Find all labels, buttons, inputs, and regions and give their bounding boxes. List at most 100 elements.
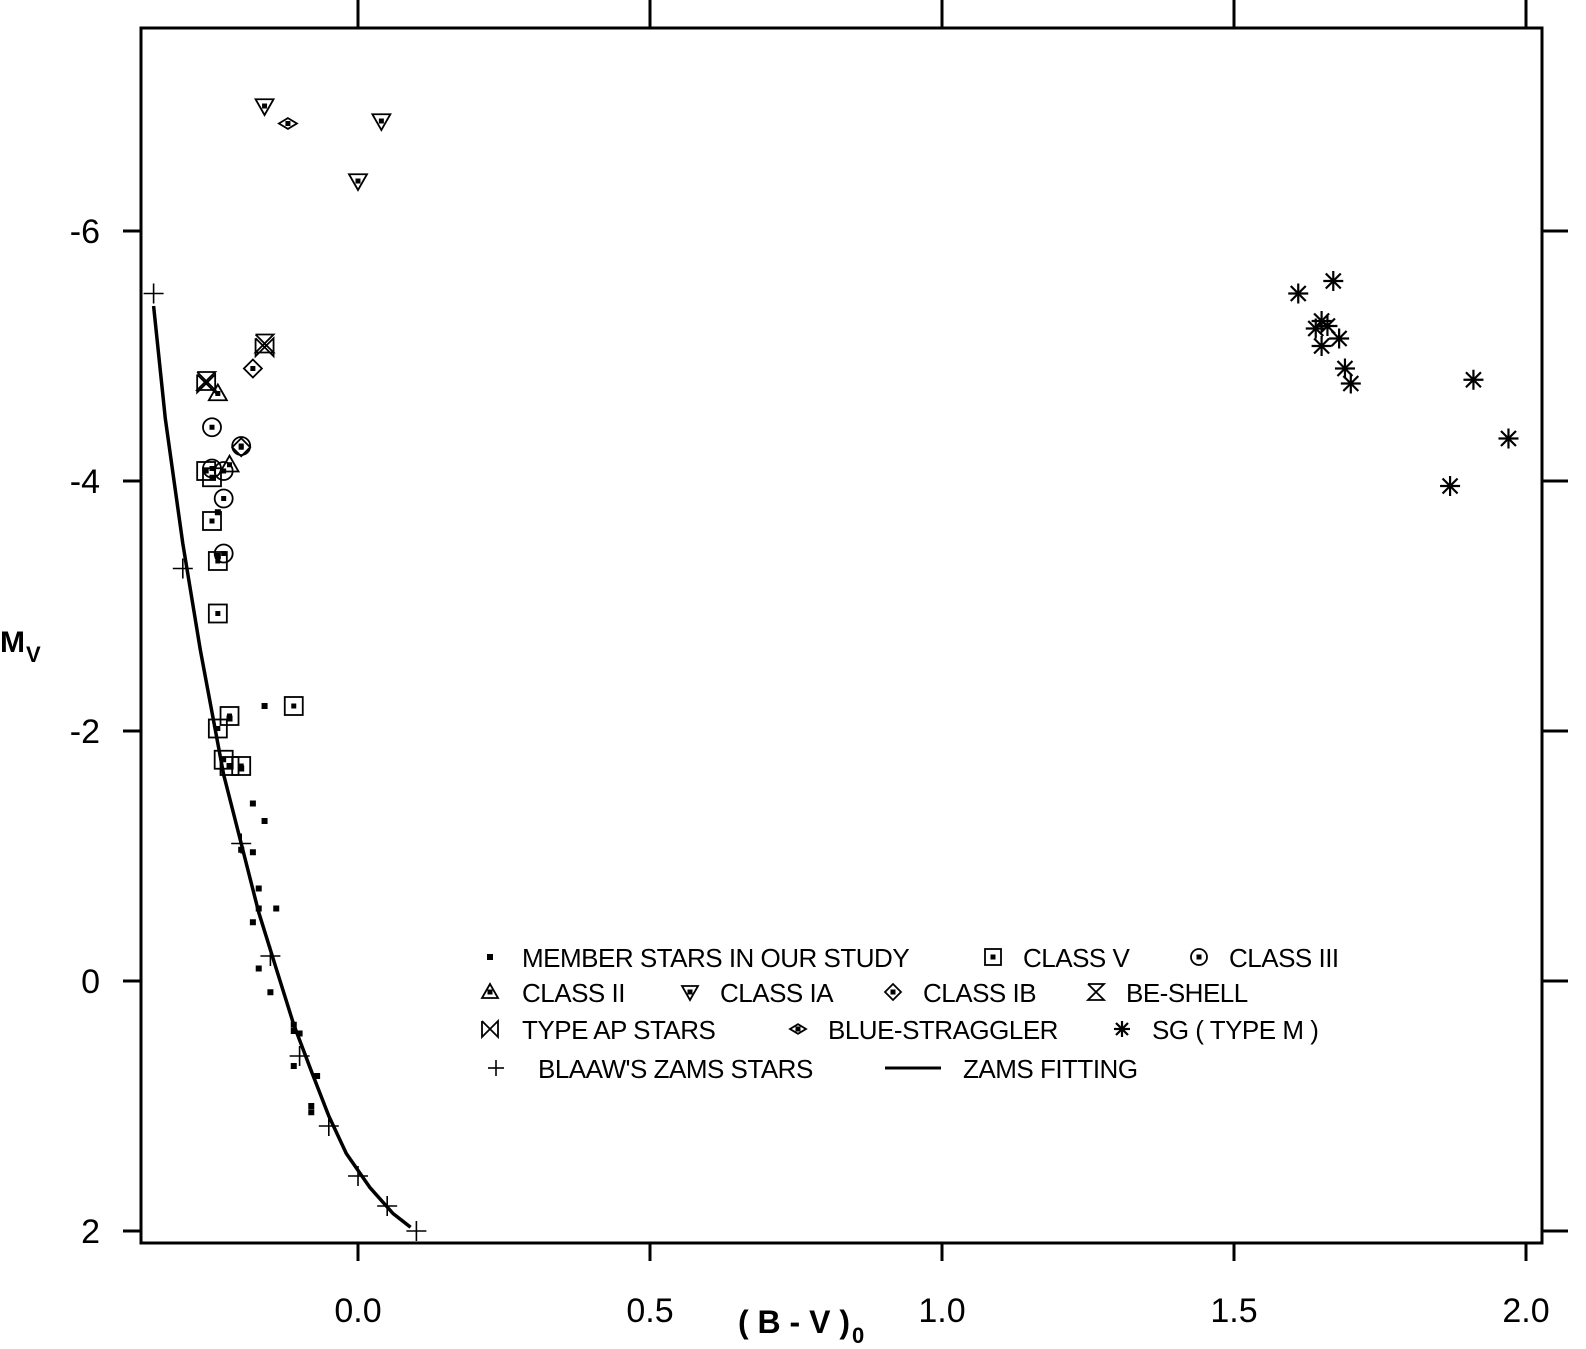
point-member-stars-in-our-study-square [314,1073,321,1079]
legend-label-class-ia: CLASS IA [720,978,834,1008]
series-class-ii [207,382,241,473]
legend-marker-class-ii-triangle [480,982,500,999]
point-member-stars-in-our-study [214,553,221,559]
x-tick-label: 0.0 [334,1292,381,1330]
point-blaaw-s-zams-stars [318,1116,339,1136]
point-member-stars-in-our-study [261,818,268,824]
legend-marker-class-iii [1190,948,1208,966]
legend-marker-type-ap-stars [481,1018,499,1040]
series-type-ap-stars [196,336,275,395]
point-blaaw-s-zams-stars [289,1046,310,1066]
point-class-ia-dot [355,178,361,184]
point-class-iii-circle [202,458,222,479]
point-class-ii-dot [215,391,221,396]
point-be-shell-hourglass [194,371,218,391]
point-class-v [219,706,240,726]
point-member-stars-in-our-study-square [255,885,262,892]
point-class-v-square [231,756,252,776]
point-class-ia-dot [262,103,268,109]
point-blue-straggler-dot [285,121,291,126]
point-sg-type-m [1334,358,1355,379]
legend-marker-class-ia-triangle [680,985,700,1002]
point-member-stars-in-our-study [267,989,274,996]
y-tick-label: 0 [81,963,100,1001]
legend-label-class-ib: CLASS IB [923,978,1036,1008]
point-class-ib-dot [250,366,256,371]
legend-label-zams-fitting: ZAMS FITTING [963,1054,1138,1084]
point-class-ia-triangle [254,98,276,117]
point-member-stars-in-our-study [273,905,280,912]
y-axis-title: MV [0,626,41,667]
point-class-v-dot [291,703,297,709]
point-member-stars-in-our-study [308,1103,315,1109]
point-sg-type-m [1311,336,1332,356]
point-class-ia [254,98,276,117]
y-tick-label: -2 [70,713,100,751]
y-tick-label: -4 [70,463,100,501]
x-tick-label: 1.0 [918,1292,965,1330]
point-blue-straggler [277,117,299,130]
point-class-v-square [219,706,240,726]
point-class-ii-triangle [218,453,241,473]
series-zams-fitting [151,305,412,1229]
point-class-v-dot [209,518,215,524]
point-class-ia-triangle [370,113,392,132]
point-member-stars-in-our-study [290,1063,297,1069]
point-class-iii-dot [221,551,227,556]
point-class-v-square [202,511,222,531]
legend-marker-sg-type-m [1114,1021,1130,1037]
point-class-iii-circle [213,488,234,509]
point-member-stars-in-our-study-square [296,1030,303,1037]
series-class-ia [254,98,392,192]
point-member-stars-in-our-study [290,1021,297,1028]
point-be-shell [194,371,218,391]
point-class-iii [213,543,234,564]
y-axis-title-subscript: V [26,642,41,667]
point-member-stars-in-our-study-square [249,800,256,807]
point-blaaw-s-zams-stars [143,283,164,304]
point-class-ii [218,453,241,473]
point-class-iii [213,488,234,509]
legend-label-member-stars-in-our-study: MEMBER STARS IN OUR STUDY [522,943,909,973]
point-class-v-dot [215,726,221,731]
point-class-ia-dot [378,118,384,124]
point-blaaw-s-zams-stars [231,833,252,854]
legend-label-blue-straggler: BLUE-STRAGGLER [828,1015,1058,1045]
point-class-v-dot [227,713,233,719]
point-member-stars-in-our-study-square [249,919,256,926]
legend-label-class-v: CLASS V [1023,943,1130,973]
point-class-ib-diamond [230,436,252,458]
point-type-ap-stars-bowtie [196,372,217,395]
legend-marker-class-ib [883,982,903,1002]
point-member-stars-in-our-study [296,1030,303,1037]
point-member-stars-in-our-study-square [267,989,274,996]
point-be-shell [253,333,276,354]
point-class-ii-dot [227,462,233,468]
point-class-v-square [219,756,240,776]
point-class-ia [370,113,392,132]
point-class-ii [207,382,229,402]
legend-marker-class-ib-diamond [883,982,903,1002]
point-class-ia-triangle [347,173,369,192]
legend-marker-class-v-square [984,948,1002,966]
legend-marker-class-ii [480,982,500,999]
x-tick-label: 1.5 [1210,1292,1257,1330]
point-member-stars-in-our-study [255,885,262,892]
point-member-stars-in-our-study [249,800,256,807]
legend-marker-blue-straggler-diamond [788,1023,808,1035]
point-class-ib-diamond [242,358,264,379]
legend-marker-be-shell-hourglass [1085,983,1107,1001]
point-class-ia [347,173,369,192]
point-blaaw-s-zams-stars [406,1221,427,1241]
legend-marker-class-iii-circle [1190,948,1208,966]
point-member-stars-in-our-study [249,919,256,926]
point-member-stars-in-our-study [314,1073,321,1079]
series-class-ib [230,358,264,458]
point-class-v-dot [238,763,244,769]
series-sg-type-m [1288,271,1519,496]
series-blaaw-s-zams-stars [143,283,427,1241]
point-class-v-dot [215,611,221,616]
point-class-iii-circle [202,417,222,438]
legend-marker-class-v-dot [990,954,996,960]
